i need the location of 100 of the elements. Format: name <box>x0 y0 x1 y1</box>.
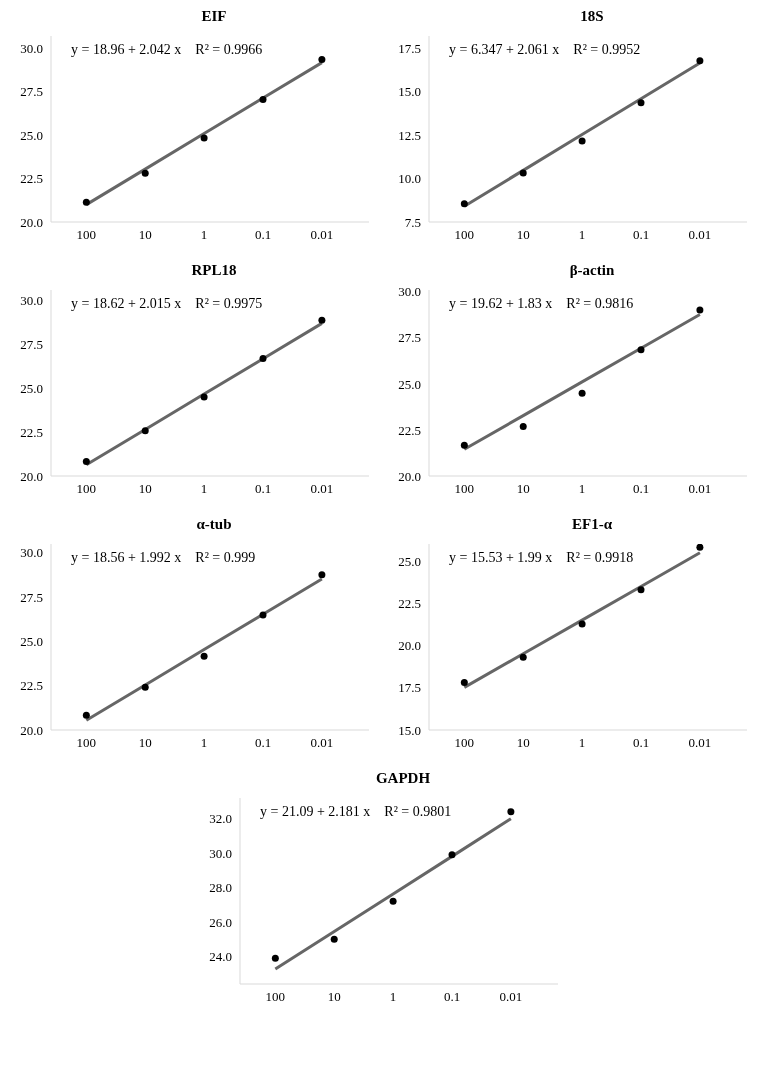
x-tick-label: 0.01 <box>310 481 334 497</box>
y-tick-label: 24.0 <box>209 949 232 965</box>
annotation: y = 19.62 + 1.83 x R² = 0.9816 <box>449 296 634 312</box>
point <box>460 678 468 686</box>
x-tick-label: 0.01 <box>688 735 712 751</box>
y-tick-label: 20.0 <box>398 638 421 654</box>
x-tick-label: 0.01 <box>688 227 712 243</box>
x-tick-label: 0.1 <box>632 481 650 497</box>
x-tick-label: 1 <box>389 989 397 1005</box>
point <box>389 897 397 905</box>
y-tick-label: 30.0 <box>20 545 43 561</box>
y-tick-label: 20.0 <box>20 214 43 230</box>
point <box>578 389 586 397</box>
x-tick-label: 0.01 <box>310 735 334 751</box>
chart-title: α-tub <box>195 516 233 534</box>
y-tick-label: 25.0 <box>20 127 43 143</box>
point <box>82 457 90 465</box>
annotation: y = 18.96 + 2.042 x R² = 0.9966 <box>71 42 263 58</box>
y-tick-label: 32.0 <box>209 811 232 827</box>
x-tick-label: 0.01 <box>499 989 523 1005</box>
y-tick-label: 22.5 <box>398 595 421 611</box>
x-tick-label: 100 <box>76 227 97 243</box>
y-tick-label: 30.0 <box>20 293 43 309</box>
y-tick-label: 12.5 <box>398 127 421 143</box>
x-tick-label: 1 <box>200 481 208 497</box>
point <box>318 55 326 63</box>
x-tick-label: 1 <box>578 227 586 243</box>
line-series <box>273 817 513 971</box>
point <box>330 935 338 943</box>
point <box>141 169 149 177</box>
y-tick-label: 25.0 <box>20 380 43 396</box>
point <box>82 198 90 206</box>
annotation: y = 21.09 + 2.181 x R² = 0.9801 <box>260 804 452 820</box>
y-tick-label: 27.5 <box>20 589 43 605</box>
y-tick-label: 22.5 <box>398 422 421 438</box>
x-tick-label: 10 <box>138 735 152 751</box>
y-tick-label: 27.5 <box>20 337 43 353</box>
point <box>141 683 149 691</box>
point <box>519 422 527 430</box>
point <box>82 711 90 719</box>
chart-title: 18S <box>579 8 605 26</box>
point <box>637 586 645 594</box>
chart-title: β-actin <box>568 262 616 280</box>
x-tick-label: 0.1 <box>254 735 272 751</box>
y-tick-label: 25.0 <box>398 553 421 569</box>
x-tick-label: 10 <box>327 989 341 1005</box>
annotation: y = 15.53 + 1.99 x R² = 0.9918 <box>449 550 634 566</box>
y-tick-label: 20.0 <box>20 722 43 738</box>
x-tick-label: 0.1 <box>632 735 650 751</box>
y-tick-label: 20.0 <box>20 468 43 484</box>
point <box>460 441 468 449</box>
point <box>141 427 149 435</box>
point <box>259 95 267 103</box>
point <box>318 571 326 579</box>
x-tick-label: 0.1 <box>443 989 461 1005</box>
point <box>271 954 279 962</box>
annotation: y = 6.347 + 2.061 x R² = 0.9952 <box>449 42 641 58</box>
y-tick-label: 7.5 <box>404 214 421 230</box>
annotation: y = 18.62 + 2.015 x R² = 0.9975 <box>71 296 263 312</box>
x-tick-label: 100 <box>454 735 475 751</box>
point <box>259 354 267 362</box>
y-tick-label: 20.0 <box>398 468 421 484</box>
y-tick-label: 25.0 <box>398 376 421 392</box>
y-tick-label: 26.0 <box>209 914 232 930</box>
y-tick-label: 30.0 <box>398 284 421 300</box>
y-tick-label: 22.5 <box>20 171 43 187</box>
y-tick-label: 27.5 <box>398 330 421 346</box>
x-tick-label: 100 <box>454 227 475 243</box>
point <box>578 620 586 628</box>
x-tick-label: 1 <box>578 481 586 497</box>
point <box>696 544 704 551</box>
point <box>578 137 586 145</box>
x-tick-label: 100 <box>76 481 97 497</box>
x-tick-label: 100 <box>76 735 97 751</box>
point <box>637 99 645 107</box>
x-tick-label: 10 <box>138 227 152 243</box>
point <box>259 611 267 619</box>
point <box>200 652 208 660</box>
x-tick-label: 0.1 <box>632 227 650 243</box>
point <box>696 306 704 314</box>
chart-title: EIF <box>200 8 228 26</box>
y-tick-label: 17.5 <box>398 40 421 56</box>
point <box>448 851 456 859</box>
y-tick-label: 10.0 <box>398 171 421 187</box>
y-tick-label: 22.5 <box>20 678 43 694</box>
x-tick-label: 0.1 <box>254 481 272 497</box>
x-tick-label: 1 <box>578 735 586 751</box>
x-tick-label: 0.1 <box>254 227 272 243</box>
annotation: y = 18.56 + 1.992 x R² = 0.999 <box>71 550 256 566</box>
y-tick-label: 27.5 <box>20 84 43 100</box>
point <box>200 134 208 142</box>
y-tick-label: 25.0 <box>20 634 43 650</box>
y-tick-label: 30.0 <box>209 845 232 861</box>
x-tick-label: 0.01 <box>688 481 712 497</box>
chart-title: EF1-α <box>570 516 613 534</box>
y-tick-label: 17.5 <box>398 680 421 696</box>
x-tick-label: 0.01 <box>310 227 334 243</box>
y-tick-label: 28.0 <box>209 880 232 896</box>
chart-title: GAPDH <box>374 770 432 788</box>
point <box>637 346 645 354</box>
